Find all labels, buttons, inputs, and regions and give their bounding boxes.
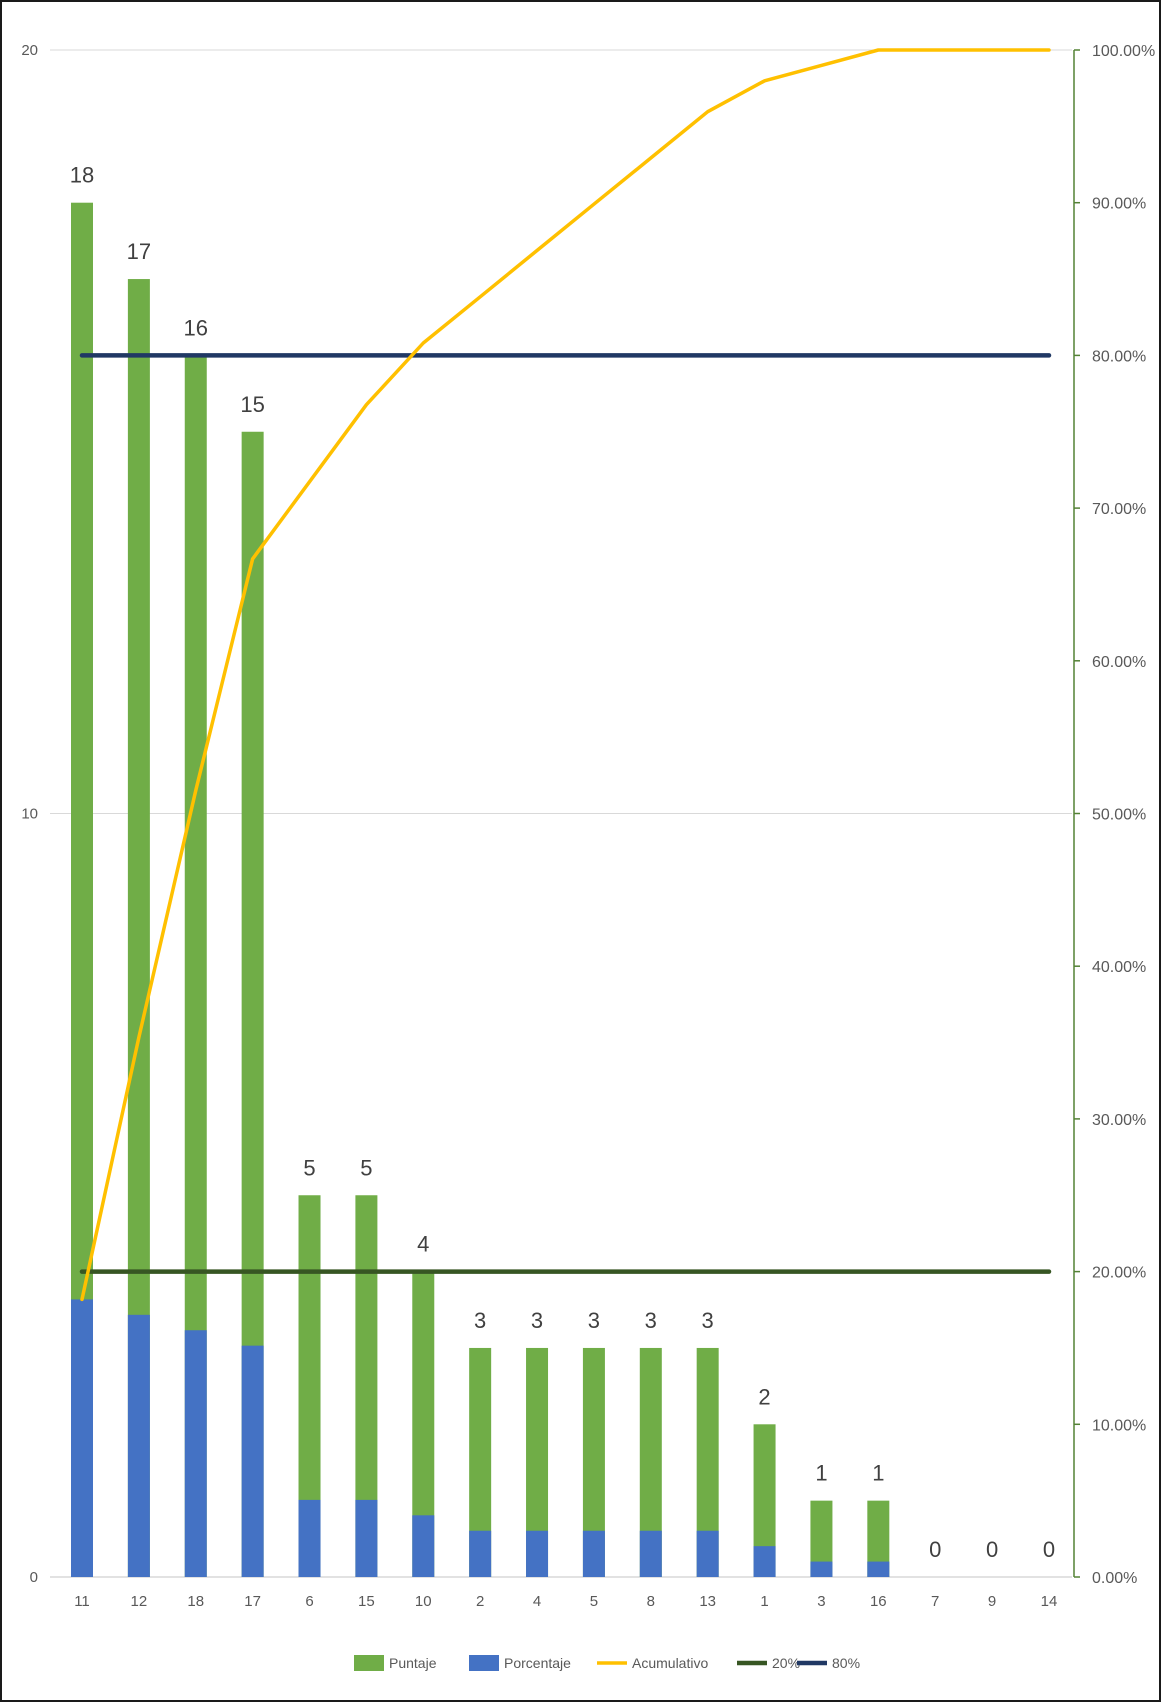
bar-porcentaje [696,1530,719,1577]
x-tick-label: 4 [533,1593,541,1610]
legend-item-80pct-label: 80% [832,1655,860,1671]
data-label: 3 [645,1308,657,1333]
bar-porcentaje [639,1530,662,1577]
x-tick-label: 1 [760,1593,768,1610]
bar-porcentaje [582,1530,605,1577]
x-tick-label: 10 [415,1593,432,1610]
data-label: 2 [758,1384,770,1409]
bar-porcentaje [753,1546,776,1577]
x-tick-label: 14 [1041,1593,1058,1610]
data-label: 3 [474,1308,486,1333]
bar-puntaje [582,1347,605,1577]
bar-puntaje [753,1424,776,1577]
data-label: 15 [240,392,264,417]
x-tick-label: 6 [305,1593,313,1610]
bar-puntaje [412,1271,435,1577]
bar-puntaje [241,431,264,1577]
bar-puntaje [127,279,150,1577]
x-tick-label: 11 [74,1593,90,1610]
right-tick-label: 30.00% [1092,1112,1146,1129]
legend-item-acumulativo-label: Acumulativo [632,1655,708,1671]
data-label: 16 [184,315,208,340]
bar-porcentaje [867,1561,890,1577]
data-label: 3 [588,1308,600,1333]
bar-porcentaje [298,1499,321,1577]
bar-puntaje [71,202,93,1578]
right-tick-label: 10.00% [1092,1417,1146,1434]
x-tick-label: 13 [699,1593,716,1610]
bar-puntaje [355,1195,378,1577]
line-acumulativo [80,48,1051,1302]
bar-porcentaje [469,1530,492,1577]
left-tick-label: 10 [21,806,38,823]
data-label: 17 [127,239,151,264]
bar-puntaje [639,1347,662,1577]
x-tick-label: 9 [988,1593,996,1610]
right-tick-label: 100.00% [1092,43,1155,60]
right-tick-label: 40.00% [1092,959,1146,976]
bar-porcentaje [412,1515,435,1577]
left-tick-label: 20 [21,42,38,59]
data-label: 3 [702,1308,714,1333]
right-tick-label: 20.00% [1092,1265,1146,1282]
right-tick-label: 60.00% [1092,654,1146,671]
data-label: 0 [929,1537,941,1562]
bar-puntaje [526,1347,549,1577]
right-tick-label: 0.00% [1092,1570,1137,1587]
bar-puntaje [298,1195,321,1577]
left-tick-label: 0 [30,1569,38,1586]
bar-puntaje [867,1500,890,1577]
legend-item-20pct-label: 20% [772,1655,800,1671]
x-tick-label: 7 [931,1593,939,1610]
data-label: 3 [531,1308,543,1333]
bar-porcentaje [71,1299,93,1577]
data-label: 1 [815,1461,827,1486]
data-label: 1 [872,1461,884,1486]
bar-puntaje [810,1500,833,1577]
x-tick-label: 12 [131,1593,148,1610]
right-tick-label: 70.00% [1092,501,1146,518]
bar-porcentaje [127,1314,150,1577]
legend-item-puntaje-swatch [354,1655,384,1671]
legend-item-porcentaje-swatch [469,1655,499,1671]
x-tick-label: 17 [244,1593,261,1610]
bar-porcentaje [241,1345,264,1577]
right-tick-label: 80.00% [1092,348,1146,365]
data-label: 0 [1043,1537,1055,1562]
data-label: 5 [303,1155,315,1180]
x-tick-label: 8 [647,1593,655,1610]
right-tick-label: 90.00% [1092,196,1146,213]
legend-item-puntaje-label: Puntaje [389,1655,437,1671]
bar-puntaje [469,1347,492,1577]
legend-item-porcentaje-label: Porcentaje [504,1655,571,1671]
right-tick-label: 50.00% [1092,807,1146,824]
data-label: 5 [360,1155,372,1180]
x-tick-label: 2 [476,1593,484,1610]
data-label: 0 [986,1537,998,1562]
x-tick-label: 5 [590,1593,598,1610]
bar-porcentaje [810,1561,833,1577]
bar-porcentaje [184,1330,207,1577]
bar-porcentaje [355,1499,378,1577]
x-tick-label: 18 [187,1593,204,1610]
bar-porcentaje [526,1530,549,1577]
x-tick-label: 16 [870,1593,887,1610]
x-tick-label: 3 [817,1593,825,1610]
data-label: 4 [417,1232,429,1257]
x-tick-label: 15 [358,1593,375,1610]
data-label: 18 [70,163,94,188]
bar-puntaje [696,1347,719,1577]
